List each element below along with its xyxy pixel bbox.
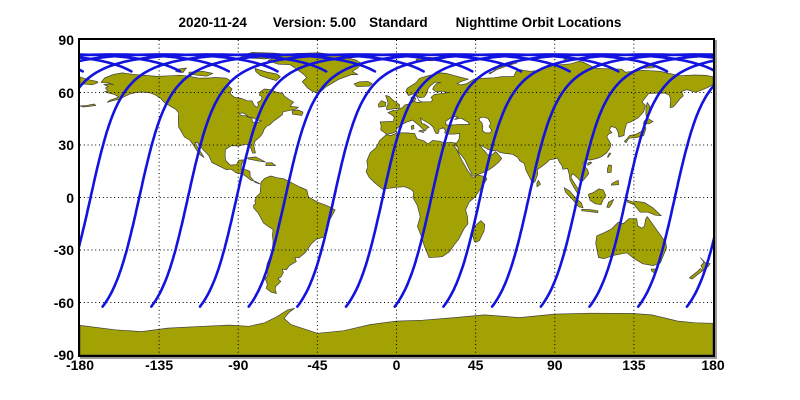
title-date: 2020-11-24 (178, 15, 247, 30)
orbit-track (344, 53, 669, 308)
orbit-track (198, 53, 523, 308)
orbit-track (588, 59, 713, 308)
figure-title: 2020-11-24 Version: 5.00 Standard Nightt… (0, 15, 800, 30)
land-antarctica (80, 307, 713, 355)
y-tick-label: -60 (53, 294, 74, 311)
title-version: Version: 5.00 (272, 15, 357, 30)
orbit-track-layer (80, 53, 713, 308)
orbit-track (101, 53, 425, 308)
land-sardinia (410, 124, 415, 130)
land-hainan (587, 161, 593, 166)
y-tick-label: -90 (53, 347, 74, 363)
land-iceland (353, 81, 373, 87)
x-tick-label: 90 (546, 357, 563, 373)
land-java (581, 209, 599, 213)
orbit-track (80, 53, 328, 89)
x-tick-label: -135 (145, 357, 174, 373)
y-tick-label: -30 (53, 242, 74, 258)
y-tick-label: 90 (58, 32, 74, 48)
water-caspian-sea (478, 116, 492, 134)
land-australia (595, 216, 667, 266)
world-map-plot (80, 40, 713, 355)
x-tick-label: 45 (467, 357, 484, 373)
orbit-track (247, 53, 571, 308)
title-name: Nighttime Orbit Locations (455, 15, 622, 30)
land-united-kingdom (385, 95, 401, 111)
land-cuba (246, 156, 266, 163)
x-tick-label: -90 (228, 357, 249, 373)
title-mode: Standard (369, 15, 428, 30)
land-borneo (587, 188, 607, 206)
land-sicily (418, 130, 424, 133)
orbit-track (80, 53, 377, 248)
land-aleutians (80, 103, 97, 108)
x-tick-label: -180 (65, 357, 95, 373)
x-tick-label: 0 (392, 357, 401, 373)
land-newfoundland (291, 109, 304, 116)
x-tick-label: -45 (307, 357, 328, 373)
orbit-track (442, 53, 713, 308)
y-tick-label: 0 (66, 189, 74, 206)
land-sumatra (563, 187, 584, 209)
y-tick-label: 60 (58, 84, 74, 101)
land-mindanao (610, 179, 619, 186)
orbit-track (685, 237, 713, 308)
x-tick-label: 180 (701, 357, 725, 373)
orbit-track (296, 53, 620, 308)
orbit-track (150, 53, 474, 308)
water-baltic-sea (415, 81, 449, 103)
land-sulawesi (606, 199, 615, 208)
land-new-guinea (626, 199, 662, 217)
land-ireland (378, 100, 387, 108)
orbit-track (393, 53, 713, 308)
x-tick-label: 135 (622, 357, 646, 373)
land-north-america (100, 72, 299, 185)
land-luzon (606, 164, 612, 174)
land-new-zealand-south (689, 268, 704, 280)
land-taiwan (607, 152, 612, 158)
land-sri-lanka (536, 179, 541, 188)
orbit-track (539, 53, 713, 308)
land-south-america (253, 175, 336, 294)
land-baffin-island (254, 68, 281, 81)
land-hispaniola (265, 162, 277, 166)
y-tick-label: 30 (58, 137, 74, 153)
orbit-track (636, 84, 713, 308)
orbit-track (490, 53, 713, 308)
